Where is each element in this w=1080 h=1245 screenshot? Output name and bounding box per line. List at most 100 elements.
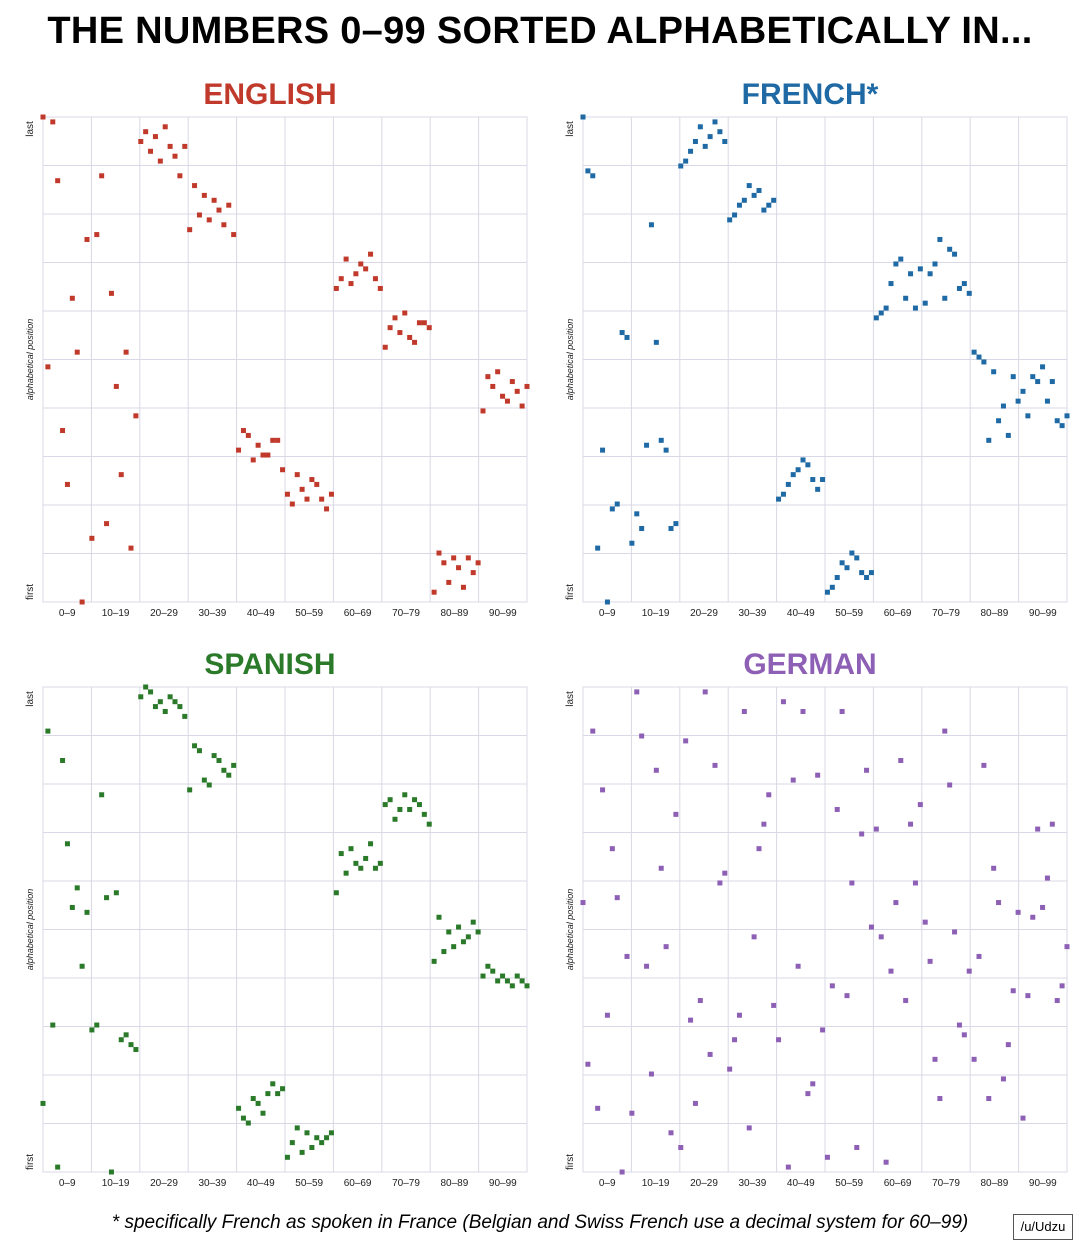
data-point [294, 1125, 300, 1131]
x-tick-label: 90–99 [1029, 1178, 1057, 1189]
data-point [192, 743, 198, 749]
plot-french: 0–9 10–19 20–29 30–39 40–49 50–59 60–69 70–79 80… [565, 114, 1070, 619]
data-point [304, 496, 310, 502]
data-point [942, 295, 948, 301]
data-point [732, 212, 738, 218]
data-point [152, 134, 158, 140]
data-point [64, 841, 70, 847]
data-point [280, 467, 286, 473]
data-point [663, 944, 669, 950]
x-tick-label: 50–59 [295, 1178, 323, 1189]
data-point [524, 383, 530, 389]
data-point [260, 452, 266, 458]
data-point [275, 1091, 281, 1097]
data-point [211, 197, 217, 203]
data-point [324, 1135, 330, 1141]
data-point [441, 560, 447, 566]
data-point [397, 806, 403, 812]
data-point [893, 900, 899, 906]
data-point [1010, 374, 1016, 380]
data-point [898, 256, 904, 262]
data-point [206, 782, 212, 788]
data-point [673, 521, 679, 527]
data-point [299, 486, 305, 492]
x-tick-label: 60–69 [344, 608, 372, 619]
data-point [1030, 374, 1036, 380]
x-tick-label: 30–39 [738, 1178, 766, 1189]
y-tick-first: first [565, 1154, 576, 1170]
data-point [600, 787, 606, 793]
data-point [187, 787, 193, 793]
data-point [756, 187, 762, 193]
data-point [74, 349, 80, 355]
data-point [722, 870, 728, 876]
panel-title-french: FRENCH* [741, 78, 879, 111]
data-point [971, 1056, 977, 1062]
data-point [761, 821, 767, 827]
data-point [898, 757, 904, 763]
data-point [148, 689, 154, 695]
data-point [485, 374, 491, 380]
data-point [348, 281, 354, 287]
data-point [118, 1037, 124, 1043]
data-point [961, 1032, 967, 1038]
x-tick-label: 20–29 [150, 608, 178, 619]
data-point [815, 486, 821, 492]
data-point [123, 1032, 129, 1038]
data-point [353, 860, 359, 866]
data-point [766, 202, 772, 208]
data-point [500, 393, 506, 399]
data-point [40, 114, 46, 120]
data-point [392, 816, 398, 822]
data-point [333, 890, 339, 896]
data-point [60, 757, 66, 763]
data-point [878, 310, 884, 316]
data-point [883, 1159, 889, 1165]
plot-german: 0–9 10–19 20–29 30–39 40–49 50–59 60–69 70–79 80… [565, 686, 1070, 1189]
data-point [412, 797, 418, 803]
data-point [986, 1096, 992, 1102]
data-point [717, 880, 723, 886]
data-point [402, 792, 408, 798]
data-point [702, 143, 708, 149]
data-point [162, 708, 168, 714]
data-point [504, 398, 510, 404]
data-point [392, 315, 398, 321]
data-point [387, 797, 393, 803]
data-point [89, 1027, 95, 1033]
data-point [1015, 909, 1021, 915]
data-point [922, 919, 928, 925]
data-point [50, 119, 56, 125]
main-title: THE NUMBERS 0–99 SORTED ALPHABETICALLY I… [47, 10, 1033, 52]
data-point [658, 865, 664, 871]
data-point [849, 880, 855, 886]
x-tick-label: 0–9 [59, 608, 76, 619]
data-point [727, 217, 733, 223]
data-point [859, 570, 865, 576]
data-point [609, 506, 615, 512]
data-point [639, 526, 645, 532]
data-point [829, 584, 835, 590]
data-point [609, 846, 615, 852]
data-point [69, 904, 75, 910]
data-point [1059, 423, 1065, 429]
data-point [509, 983, 515, 989]
data-point [309, 477, 315, 483]
x-tick-label: 30–39 [198, 608, 226, 619]
data-point [585, 168, 591, 174]
data-point [460, 939, 466, 945]
x-tick-label: 0–9 [599, 608, 616, 619]
data-point [854, 1145, 860, 1151]
data-point [849, 550, 855, 556]
data-point [446, 929, 452, 935]
data-point [338, 276, 344, 282]
data-point [113, 890, 119, 896]
data-point [55, 1164, 61, 1170]
x-tick-label: 10–19 [642, 1178, 670, 1189]
data-point [148, 148, 154, 154]
data-point [343, 870, 349, 876]
data-point [976, 354, 982, 360]
data-point [451, 555, 457, 561]
data-point [328, 1130, 334, 1136]
